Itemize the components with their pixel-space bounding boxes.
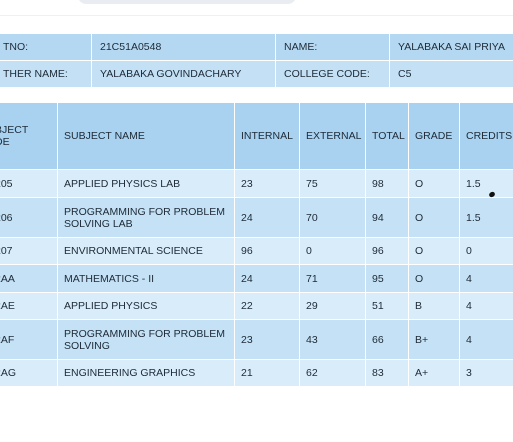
subject-code: 2AA	[0, 264, 58, 293]
grade: O	[408, 197, 460, 238]
total-marks: 51	[365, 292, 409, 320]
college-code-value: C5	[389, 60, 513, 88]
subject-code: 205	[0, 169, 58, 198]
subject-name: ENVIRONMENTAL SCIENCE	[57, 237, 235, 265]
credits: 4	[459, 292, 513, 320]
name-label: NAME:	[275, 33, 390, 61]
header-internal: INTERNAL	[234, 102, 300, 170]
table-row: 2AG ENGINEERING GRAPHICS 21 62 83 A+ 3	[0, 359, 513, 387]
hallticket-value: 21C51A0548	[91, 33, 276, 61]
table-row: 2AA MATHEMATICS - II 24 71 95 O 4	[0, 264, 513, 293]
credits: 3	[459, 359, 513, 387]
internal-marks: 23	[234, 169, 300, 198]
info-row-1: TNO: 21C51A0548 NAME: YALABAKA SAI PRIYA	[0, 33, 513, 61]
header-subject-code-line1: BJECT	[0, 124, 29, 136]
external-marks: 70	[299, 197, 366, 238]
external-marks: 29	[299, 292, 366, 320]
subject-code: 2AF	[0, 319, 58, 360]
header-subject-code: BJECT DE	[0, 102, 58, 170]
external-marks: 75	[299, 169, 366, 198]
subject-name: PROGRAMMING FOR PROBLEM SOLVING LAB	[57, 197, 235, 238]
subject-name: PROGRAMMING FOR PROBLEM SOLVING	[57, 319, 235, 360]
subject-name: MATHEMATICS - II	[57, 264, 235, 293]
header-subject-code-line2: DE	[0, 136, 10, 148]
table-row: 206 PROGRAMMING FOR PROBLEM SOLVING LAB …	[0, 197, 513, 238]
credits: 1.5	[459, 197, 513, 238]
header-subject-name: SUBJECT NAME	[57, 102, 235, 170]
subject-name: APPLIED PHYSICS LAB	[57, 169, 235, 198]
subject-code: 2AG	[0, 359, 58, 387]
table-row: 2AF PROGRAMMING FOR PROBLEM SOLVING 23 4…	[0, 319, 513, 360]
subject-name: ENGINEERING GRAPHICS	[57, 359, 235, 387]
grade: O	[408, 169, 460, 198]
internal-marks: 96	[234, 237, 300, 265]
father-name-value: YALABAKA GOVINDACHARY	[91, 60, 276, 88]
external-marks: 0	[299, 237, 366, 265]
internal-marks: 22	[234, 292, 300, 320]
subject-code: 2AE	[0, 292, 58, 320]
external-marks: 71	[299, 264, 366, 293]
header-divider	[0, 15, 513, 16]
subject-code: 206	[0, 197, 58, 238]
table-row: 205 APPLIED PHYSICS LAB 23 75 98 O 1.5	[0, 169, 513, 198]
hallticket-label: TNO:	[0, 33, 92, 61]
internal-marks: 24	[234, 264, 300, 293]
grade: O	[408, 264, 460, 293]
subject-name: APPLIED PHYSICS	[57, 292, 235, 320]
grade: A+	[408, 359, 460, 387]
credits: 1.5	[459, 169, 513, 198]
internal-marks: 21	[234, 359, 300, 387]
credits: 4	[459, 264, 513, 293]
total-marks: 94	[365, 197, 409, 238]
total-marks: 66	[365, 319, 409, 360]
header-grade: GRADE	[408, 102, 460, 170]
total-marks: 96	[365, 237, 409, 265]
header-credits: CREDITS	[459, 102, 513, 170]
info-row-2: THER NAME: YALABAKA GOVINDACHARY COLLEGE…	[0, 60, 513, 88]
grades-table: BJECT DE SUBJECT NAME INTERNAL EXTERNAL …	[0, 102, 513, 387]
header-external: EXTERNAL	[299, 102, 366, 170]
grade: B+	[408, 319, 460, 360]
external-marks: 62	[299, 359, 366, 387]
subject-code: 207	[0, 237, 58, 265]
table-row: 2AE APPLIED PHYSICS 22 29 51 B 4	[0, 292, 513, 320]
grade: B	[408, 292, 460, 320]
student-info-table: TNO: 21C51A0548 NAME: YALABAKA SAI PRIYA…	[0, 33, 513, 88]
credits: 4	[459, 319, 513, 360]
grade: O	[408, 237, 460, 265]
name-value: YALABAKA SAI PRIYA	[389, 33, 513, 61]
table-row: 207 ENVIRONMENTAL SCIENCE 96 0 96 O 0	[0, 237, 513, 265]
college-code-label: COLLEGE CODE:	[275, 60, 390, 88]
grades-header-row: BJECT DE SUBJECT NAME INTERNAL EXTERNAL …	[0, 102, 513, 170]
total-marks: 83	[365, 359, 409, 387]
credits: 0	[459, 237, 513, 265]
external-marks: 43	[299, 319, 366, 360]
top-search-pill	[78, 0, 296, 4]
father-name-label: THER NAME:	[0, 60, 92, 88]
internal-marks: 24	[234, 197, 300, 238]
total-marks: 95	[365, 264, 409, 293]
total-marks: 98	[365, 169, 409, 198]
header-total: TOTAL	[365, 102, 409, 170]
internal-marks: 23	[234, 319, 300, 360]
